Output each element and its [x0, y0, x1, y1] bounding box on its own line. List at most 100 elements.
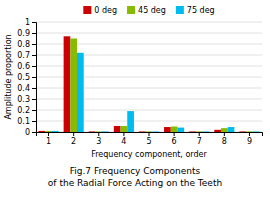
bar	[89, 131, 96, 132]
legend-item: 75 deg	[176, 6, 215, 15]
bar	[152, 131, 159, 132]
x-axis-title: Frequency component, order	[91, 150, 207, 159]
tick-label: 6	[172, 137, 177, 146]
tick-label: 1	[25, 18, 30, 27]
y-axis: 0 0.1 0.2 0.3 0.4 0.5 0.6 0.7 0.8 0.9 1	[17, 18, 36, 137]
tick: 0.6	[17, 62, 36, 71]
legend-label: 0 deg	[94, 6, 117, 15]
tick-mark	[224, 132, 225, 136]
legend-swatch	[83, 6, 91, 14]
tick-label: 1	[46, 137, 51, 146]
tick-mark	[174, 132, 175, 136]
bar-series	[45, 39, 253, 133]
bar	[146, 131, 153, 132]
tick: 6	[172, 132, 177, 146]
tick-mark	[32, 44, 36, 45]
bar	[70, 39, 77, 133]
tick-mark	[32, 99, 36, 100]
bar	[102, 131, 109, 132]
bar	[239, 131, 246, 132]
tick-label: 0.2	[17, 106, 30, 115]
tick-label: 0.7	[17, 51, 30, 60]
bar-series	[52, 53, 260, 132]
tick-label: 0	[25, 128, 30, 137]
legend-label: 75 deg	[187, 6, 215, 15]
tick: 3	[96, 132, 101, 146]
bar	[52, 131, 59, 132]
tick: 5	[146, 132, 151, 146]
bar	[114, 126, 121, 132]
plot-area: 1 2 3 4 5 6 7 8 9 0 0.1 0.2 0.3 0.4 0.5 0.6 0.7 0.8 0.9 1 Fr…	[4, 18, 263, 159]
axis-line	[37, 133, 263, 137]
tick-mark	[98, 132, 99, 136]
tick: 0.3	[17, 95, 36, 104]
legend: 0 deg 45 deg 75 deg	[83, 6, 214, 15]
tick-label: 8	[222, 137, 227, 146]
tick: 0.2	[17, 106, 36, 115]
tick-mark	[48, 132, 49, 136]
tick: 0.4	[17, 84, 36, 93]
tick-mark	[32, 66, 36, 67]
tick: 0.1	[17, 117, 36, 126]
tick-mark	[32, 132, 36, 133]
tick: 0	[25, 128, 36, 137]
y-axis-title: Amplitude proportion	[4, 34, 13, 119]
chart: 1 2 3 4 5 6 7 8 9 0 0.1 0.2 0.3 0.4 0.5 0.6 0.7 0.8 0.9 1 Fr…	[0, 0, 270, 200]
legend-item: 0 deg	[83, 6, 117, 15]
tick: 4	[121, 132, 126, 146]
tick-mark	[32, 22, 36, 23]
legend-swatch	[176, 6, 184, 14]
tick-mark	[32, 121, 36, 122]
tick-label: 0.4	[17, 84, 30, 93]
tick-label: 4	[121, 137, 126, 146]
tick-mark	[32, 77, 36, 78]
bar	[171, 127, 178, 133]
bar	[177, 128, 184, 132]
bar	[246, 131, 253, 132]
tick: 0.8	[17, 40, 36, 49]
tick: 1	[25, 18, 36, 27]
grid-line	[36, 22, 262, 23]
bar	[64, 36, 71, 132]
tick-label: 0.1	[17, 117, 30, 126]
tick-label: 2	[71, 137, 76, 146]
bar	[253, 131, 260, 132]
bar	[39, 131, 46, 132]
tick-mark	[149, 132, 150, 136]
legend-item: 45 deg	[127, 6, 166, 15]
tick-mark	[32, 88, 36, 89]
axis-line	[32, 23, 37, 133]
grid-line	[36, 33, 262, 34]
bar	[203, 131, 210, 132]
tick: 0.9	[17, 29, 36, 38]
tick: 7	[197, 132, 202, 146]
tick-label: 0.6	[17, 62, 30, 71]
tick-label: 0.9	[17, 29, 30, 38]
tick-mark	[32, 110, 36, 111]
tick-mark	[32, 33, 36, 34]
bar	[228, 127, 235, 132]
legend-swatch	[127, 6, 135, 14]
x-axis: 1 2 3 4 5 6 7 8 9	[37, 132, 263, 146]
bar-series	[39, 36, 247, 132]
tick: 0.7	[17, 51, 36, 60]
grid	[36, 22, 262, 132]
tick-label: 9	[247, 137, 252, 146]
legend-label: 45 deg	[138, 6, 166, 15]
tick-mark	[73, 132, 74, 136]
tick: 1	[46, 132, 51, 146]
tick: 8	[222, 132, 227, 146]
tick-label: 0.3	[17, 95, 30, 104]
tick-label: 0.5	[17, 73, 30, 82]
bar	[95, 131, 102, 132]
tick-mark	[249, 132, 250, 136]
bar	[196, 131, 203, 132]
bar	[221, 128, 228, 132]
title: Fig.7 Frequency Componentsof the Radial …	[48, 166, 222, 188]
bar	[77, 53, 84, 132]
tick-mark	[32, 55, 36, 56]
bar	[214, 130, 221, 132]
bars	[39, 36, 260, 132]
tick-mark	[199, 132, 200, 136]
tick: 0.5	[17, 73, 36, 82]
